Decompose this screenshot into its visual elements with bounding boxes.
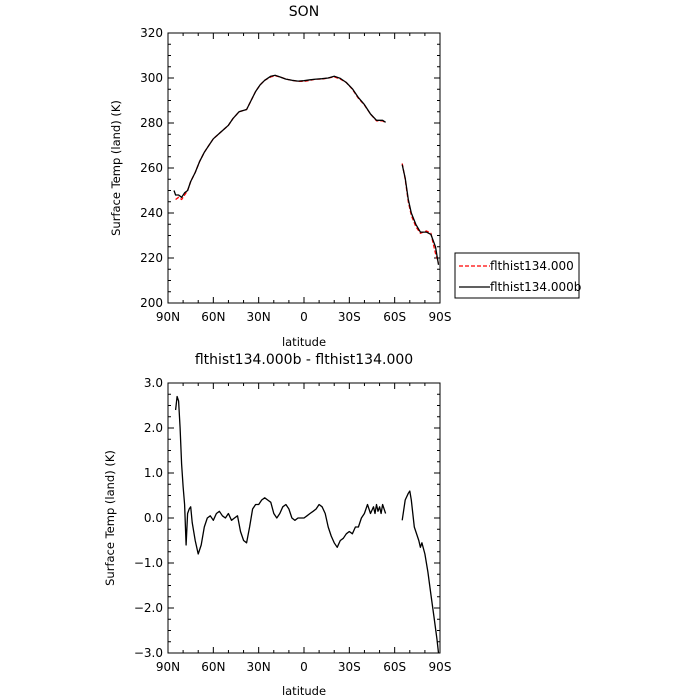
bottom-y-tick-label: 0.0 [144, 511, 163, 525]
bottom-y-tick-label: 1.0 [144, 466, 163, 480]
top-plot-frame [167, 32, 441, 304]
bottom-y-tick-label: −2.0 [134, 601, 163, 615]
bottom-y-tick-label: −3.0 [134, 646, 163, 660]
top-y-axis-label: Surface Temp (land) (K) [109, 100, 123, 236]
top-x-axis-label: latitude [282, 335, 326, 349]
top-x-tick-label: 90N [156, 310, 180, 324]
top-x-tick-labels: 90N 60N 30N 0 30S 60S 90S [156, 310, 452, 324]
bottom-series-lines [174, 395, 440, 654]
bottom-x-tick-label: 30S [338, 660, 361, 674]
top-y-tick-label: 280 [140, 116, 163, 130]
bottom-x-tick-label: 90N [156, 660, 180, 674]
top-y-tick-label: 240 [140, 206, 163, 220]
top-x-tick-label: 90S [429, 310, 452, 324]
bottom-x-axis-label: latitude [282, 684, 326, 698]
top-y-tick-labels: 200 220 240 260 280 300 320 [140, 26, 163, 310]
bottom-tick-marks [167, 382, 441, 654]
top-y-tick-label: 320 [140, 26, 163, 40]
bottom-x-tick-labels: 90N 60N 30N 0 30S 60S 90S [156, 660, 452, 674]
bottom-panel-title: flthist134.000b - flthist134.000 [195, 352, 413, 368]
top-y-tick-label: 300 [140, 71, 163, 85]
bottom-y-tick-label: 2.0 [144, 421, 163, 435]
top-x-tick-label: 30N [247, 310, 271, 324]
top-y-tick-label: 260 [140, 161, 163, 175]
legend-label-1: flthist134.000b [490, 280, 581, 294]
legend-label-0: flthist134.000 [490, 259, 574, 273]
bottom-y-axis-label: Surface Temp (land) (K) [103, 450, 117, 586]
top-series-0-segment-1 [401, 163, 440, 263]
bottom-y-tick-labels: −3.0 −2.0 −1.0 0.0 1.0 2.0 3.0 [134, 376, 163, 660]
top-panel-title: SON [289, 4, 319, 20]
top-y-tick-label: 220 [140, 251, 163, 265]
top-series-0-segment-0 [175, 75, 386, 201]
bottom-x-tick-label: 0 [300, 660, 308, 674]
bottom-x-tick-label: 60S [383, 660, 406, 674]
top-x-tick-label: 60N [201, 310, 225, 324]
bottom-series-0-segment-1 [401, 490, 440, 654]
top-panel: SON 90N 60N 30N 0 30S 60S 90S 200 220 240 260 280 3… [109, 4, 451, 349]
top-series-1-segment-0 [173, 74, 386, 198]
legend: flthist134.000 flthist134.000b [454, 252, 581, 299]
top-y-tick-label: 200 [140, 296, 163, 310]
bottom-panel: flthist134.000b - flthist134.000 90N 60N 3… [103, 352, 451, 698]
top-series-1-segment-1 [401, 164, 440, 265]
legend-box [454, 252, 580, 299]
bottom-x-tick-label: 60N [201, 660, 225, 674]
bottom-y-tick-label: 3.0 [144, 376, 163, 390]
bottom-series-0-segment-0 [174, 395, 387, 555]
bottom-x-tick-label: 90S [429, 660, 452, 674]
bottom-x-tick-label: 30N [247, 660, 271, 674]
top-tick-marks [167, 32, 441, 304]
top-x-tick-label: 30S [338, 310, 361, 324]
top-x-tick-label: 0 [300, 310, 308, 324]
bottom-y-tick-label: −1.0 [134, 556, 163, 570]
top-x-tick-label: 60S [383, 310, 406, 324]
top-series-lines [173, 74, 440, 265]
